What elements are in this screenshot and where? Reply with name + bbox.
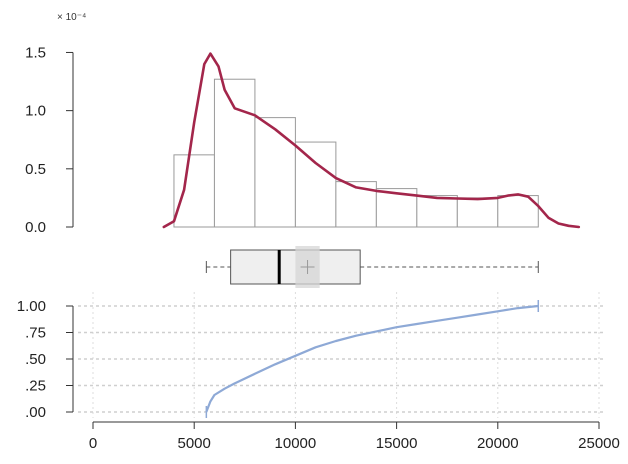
cdf-y-tick-label: .25	[25, 378, 46, 395]
histogram-bar	[294, 141, 337, 228]
x-tick-label: 10000	[275, 435, 317, 452]
hist-y-tick-label: 0.0	[25, 219, 46, 236]
hist-y-tick-label: 1.5	[25, 44, 46, 61]
x-tick-label: 25000	[578, 435, 620, 452]
hist-y-multiplier-label: × 10⁻⁴	[57, 12, 86, 23]
histogram-bar	[456, 197, 499, 228]
boxplot-panel	[205, 246, 539, 288]
cdf-y-tick-label: 1.00	[17, 298, 46, 315]
histogram-panel: 0.0 0.5 1.0 1.5 × 10⁻⁴	[25, 12, 581, 236]
ecdf-line	[205, 304, 539, 413]
histogram-bar	[213, 78, 256, 228]
hist-y-tick-label: 0.5	[25, 161, 46, 178]
histogram-bar	[416, 195, 458, 228]
histogram-bar	[254, 117, 296, 228]
x-tick-label: 0	[89, 435, 97, 452]
x-tick-label: 20000	[477, 435, 519, 452]
cdf-y-tick-label: .50	[25, 351, 46, 368]
histogram-bar	[173, 154, 215, 228]
cdf-panel: .00 .25 .50 .75 1.00	[17, 292, 604, 421]
cdf-y-tick-label: .75	[25, 325, 46, 342]
hist-y-tick-label: 1.0	[25, 103, 46, 120]
cdf-y-tick-label: .00	[25, 404, 46, 421]
x-axis: 0 5000 10000 15000 20000 25000	[89, 421, 620, 452]
density-curve	[162, 52, 581, 229]
x-tick-label: 15000	[376, 435, 418, 452]
x-tick-label: 5000	[178, 435, 211, 452]
